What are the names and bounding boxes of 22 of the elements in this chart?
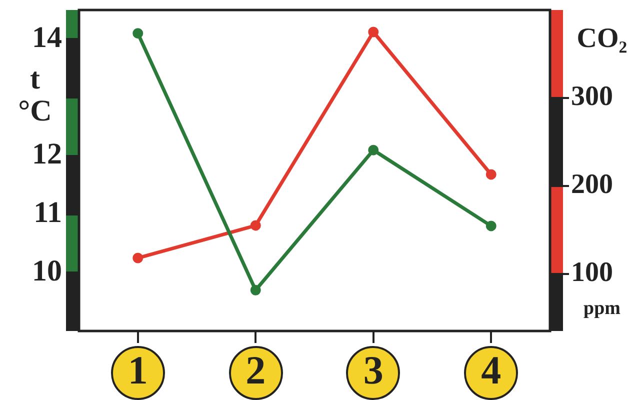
y2-tick-label: 300: [571, 81, 613, 112]
x-tick-label: 4: [481, 347, 502, 392]
y-tick-label: 10: [32, 254, 62, 288]
point: [368, 144, 379, 156]
y-tick-label: 12: [32, 138, 62, 171]
point: [250, 220, 261, 231]
y-tick-label: 11: [34, 196, 62, 230]
point: [132, 28, 144, 39]
x-tick-label: 3: [363, 347, 384, 392]
text: ppm: [584, 298, 621, 319]
point: [486, 220, 496, 232]
point: [486, 169, 496, 180]
point: [132, 252, 144, 264]
point: [368, 26, 379, 38]
y-tick-label: 14: [32, 20, 62, 54]
point: [250, 284, 261, 296]
x-tick-label: 1: [128, 347, 148, 392]
y-axis-title: t °C: [18, 62, 52, 128]
y2-axis-title: CO₂: [576, 23, 628, 54]
y2-tick-label: 200: [571, 169, 613, 200]
y2-tick-label: 100: [571, 257, 613, 288]
x-tick-label: 2: [246, 347, 266, 392]
